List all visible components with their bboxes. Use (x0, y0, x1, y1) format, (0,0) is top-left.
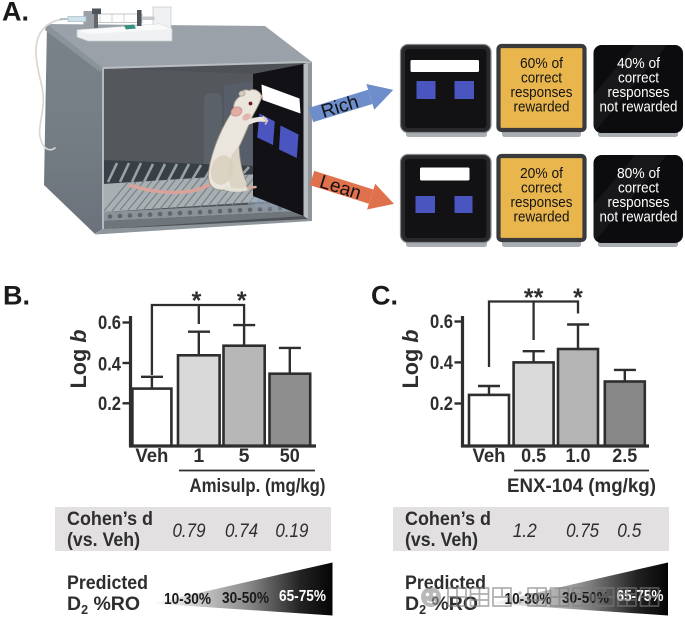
svg-text:0.79: 0.79 (173, 520, 206, 542)
svg-text:B.: B. (3, 281, 30, 311)
svg-text:Log b: Log b (398, 329, 423, 388)
svg-text:80% of: 80% of (617, 165, 661, 182)
svg-text:0.6: 0.6 (98, 313, 121, 334)
svg-text:correct: correct (521, 180, 563, 197)
svg-text:0.5: 0.5 (617, 520, 641, 542)
svg-text:Veh: Veh (473, 445, 506, 467)
svg-text:*: * (237, 287, 247, 315)
svg-text:Predicted: Predicted (67, 572, 148, 594)
svg-text:rewarded: rewarded (514, 209, 570, 226)
svg-text:C.: C. (371, 281, 398, 311)
svg-text:responses: responses (511, 84, 573, 101)
svg-text:Predicted: Predicted (405, 572, 486, 594)
svg-text:responses: responses (511, 194, 573, 211)
svg-text:correct: correct (618, 180, 660, 197)
svg-text:D2 %RO: D2 %RO (405, 593, 478, 617)
svg-text:1.2: 1.2 (513, 520, 537, 542)
svg-text:Cohen’s d: Cohen’s d (67, 508, 153, 530)
svg-text:0.4: 0.4 (430, 353, 453, 374)
svg-text:40% of: 40% of (617, 55, 661, 72)
svg-text:correct: correct (618, 70, 660, 87)
svg-text:1.0: 1.0 (566, 445, 591, 467)
svg-text:30-50%: 30-50% (222, 590, 269, 607)
svg-text:0.6: 0.6 (430, 312, 453, 333)
svg-text:5: 5 (239, 445, 250, 467)
svg-text:0.19: 0.19 (275, 520, 308, 542)
svg-text:A.: A. (2, 0, 29, 27)
svg-text:(vs. Veh): (vs. Veh) (405, 529, 478, 551)
svg-text:0.2: 0.2 (430, 394, 453, 415)
svg-text:responses: responses (608, 194, 670, 211)
svg-text:D2 %RO: D2 %RO (67, 593, 140, 617)
svg-text:0.5: 0.5 (521, 445, 546, 467)
svg-text:20% of: 20% of (520, 165, 564, 182)
svg-text:0.2: 0.2 (98, 394, 121, 415)
svg-text:not rewarded: not rewarded (600, 99, 678, 116)
svg-text:not rewarded: not rewarded (600, 209, 678, 226)
svg-text:ENX-104 (mg/kg): ENX-104 (mg/kg) (507, 475, 656, 497)
svg-text:Log b: Log b (66, 329, 91, 388)
svg-text:correct: correct (521, 70, 563, 87)
svg-text:*: * (573, 284, 583, 312)
svg-text:0.74: 0.74 (225, 520, 258, 542)
svg-text:Rich: Rich (319, 92, 361, 123)
svg-text:Cohen’s d: Cohen’s d (405, 508, 491, 530)
svg-text:**: ** (524, 284, 544, 312)
svg-text:1: 1 (193, 445, 204, 467)
svg-text:50: 50 (280, 445, 300, 467)
svg-text:0.4: 0.4 (98, 355, 121, 376)
svg-text:65-75%: 65-75% (279, 588, 326, 605)
svg-text:Lean: Lean (317, 172, 364, 205)
svg-text:0.75: 0.75 (566, 520, 599, 542)
svg-text:responses: responses (608, 84, 670, 101)
svg-text:Amisulp. (mg/kg): Amisulp. (mg/kg) (190, 475, 326, 497)
svg-text:10-30%: 10-30% (164, 591, 211, 608)
svg-text:60% of: 60% of (520, 55, 564, 72)
svg-text:*: * (192, 287, 202, 315)
svg-text:rewarded: rewarded (514, 99, 570, 116)
svg-text:2.5: 2.5 (612, 445, 637, 467)
svg-text:Veh: Veh (135, 445, 168, 467)
svg-text:(vs. Veh): (vs. Veh) (67, 529, 140, 551)
